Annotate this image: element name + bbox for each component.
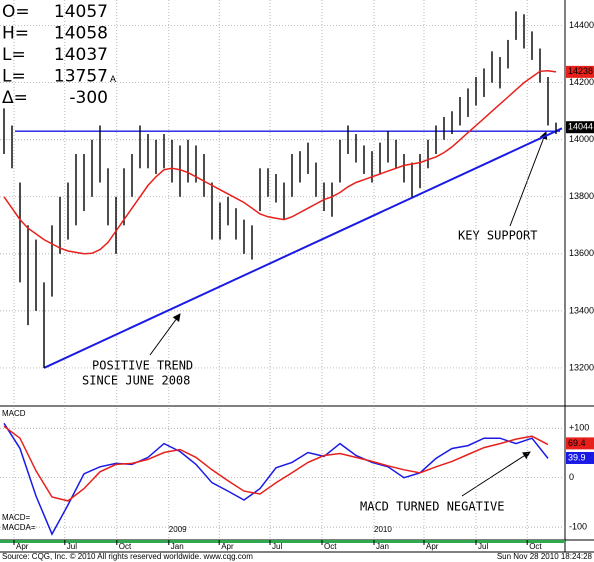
info-label: O= [2, 2, 30, 22]
date-strip [0, 540, 565, 543]
x-tick-label: Jan [376, 542, 389, 551]
annotation: MACD TURNED NEGATIVE [360, 500, 505, 514]
value-box-label: 14238 [568, 66, 593, 76]
annotation: KEY SUPPORT [458, 229, 537, 243]
panel-title: MACD [2, 409, 26, 418]
macd-line [3, 425, 549, 502]
y-tick-label: 13600 [569, 248, 594, 258]
info-value: 14037 [54, 45, 108, 65]
x-tick-label: Oct [324, 542, 337, 551]
x-tick-label: Oct [119, 542, 132, 551]
value-box [566, 451, 594, 464]
annotation: SINCE JUNE 2008 [82, 374, 190, 388]
y-tick-label: 14000 [569, 134, 594, 144]
info-value: 13757 [54, 67, 108, 87]
y-tick-label: 13400 [569, 305, 594, 315]
x-tick-label: Jul [478, 542, 488, 551]
y-tick-label: 14200 [569, 77, 594, 87]
legend-entry: MACD= [2, 513, 31, 522]
moving-average [3, 69, 557, 255]
source: Source: CQG, Inc. © 2010 All rights rese… [2, 552, 253, 561]
info-label: L= [2, 67, 26, 87]
value-box-label: 14044 [568, 122, 593, 132]
annotation-arrow [509, 131, 548, 227]
value-box [566, 65, 594, 78]
macd-line [3, 422, 549, 536]
info-label: L= [2, 45, 26, 65]
info-label: Δ= [2, 88, 28, 108]
x-tick-label: Apr [16, 542, 29, 551]
annotation-arrow [461, 451, 531, 497]
x-tick-label: Oct [529, 542, 542, 551]
year-label: 2010 [374, 525, 392, 534]
value-box-label: 39.9 [568, 452, 586, 462]
x-tick-label: Apr [426, 542, 439, 551]
y-tick-label: +100 [569, 423, 589, 433]
value-box [566, 121, 594, 134]
y-tick-label: 0 [569, 472, 574, 482]
annotation-arrow [149, 313, 181, 356]
x-tick-label: Jul [67, 542, 77, 551]
info-value: 14057 [54, 2, 108, 22]
year-label: 2009 [169, 525, 187, 534]
x-tick-label: Apr [221, 542, 234, 551]
value-box [566, 437, 594, 450]
y-tick-label: 14400 [569, 20, 594, 30]
y-tick-label: -100 [569, 522, 587, 532]
info-label: H= [2, 24, 29, 44]
y-tick-label: 13200 [569, 362, 594, 372]
info-value: -300 [69, 88, 108, 108]
value-box-label: 69.4 [568, 438, 586, 448]
macd-lines [3, 422, 549, 536]
x-tick-label: Jul [272, 542, 282, 551]
annotation: POSITIVE TREND [92, 359, 193, 373]
trend-line [43, 127, 563, 369]
x-tick-label: Jan [171, 542, 184, 551]
timestamp: Sun Nov 28 2010 18:24:28 [497, 552, 593, 561]
info-value: 14058 [54, 24, 108, 44]
info-flag: A [110, 74, 116, 84]
y-tick-label: 13800 [569, 191, 594, 201]
legend-entry: MACDA= [2, 523, 36, 532]
